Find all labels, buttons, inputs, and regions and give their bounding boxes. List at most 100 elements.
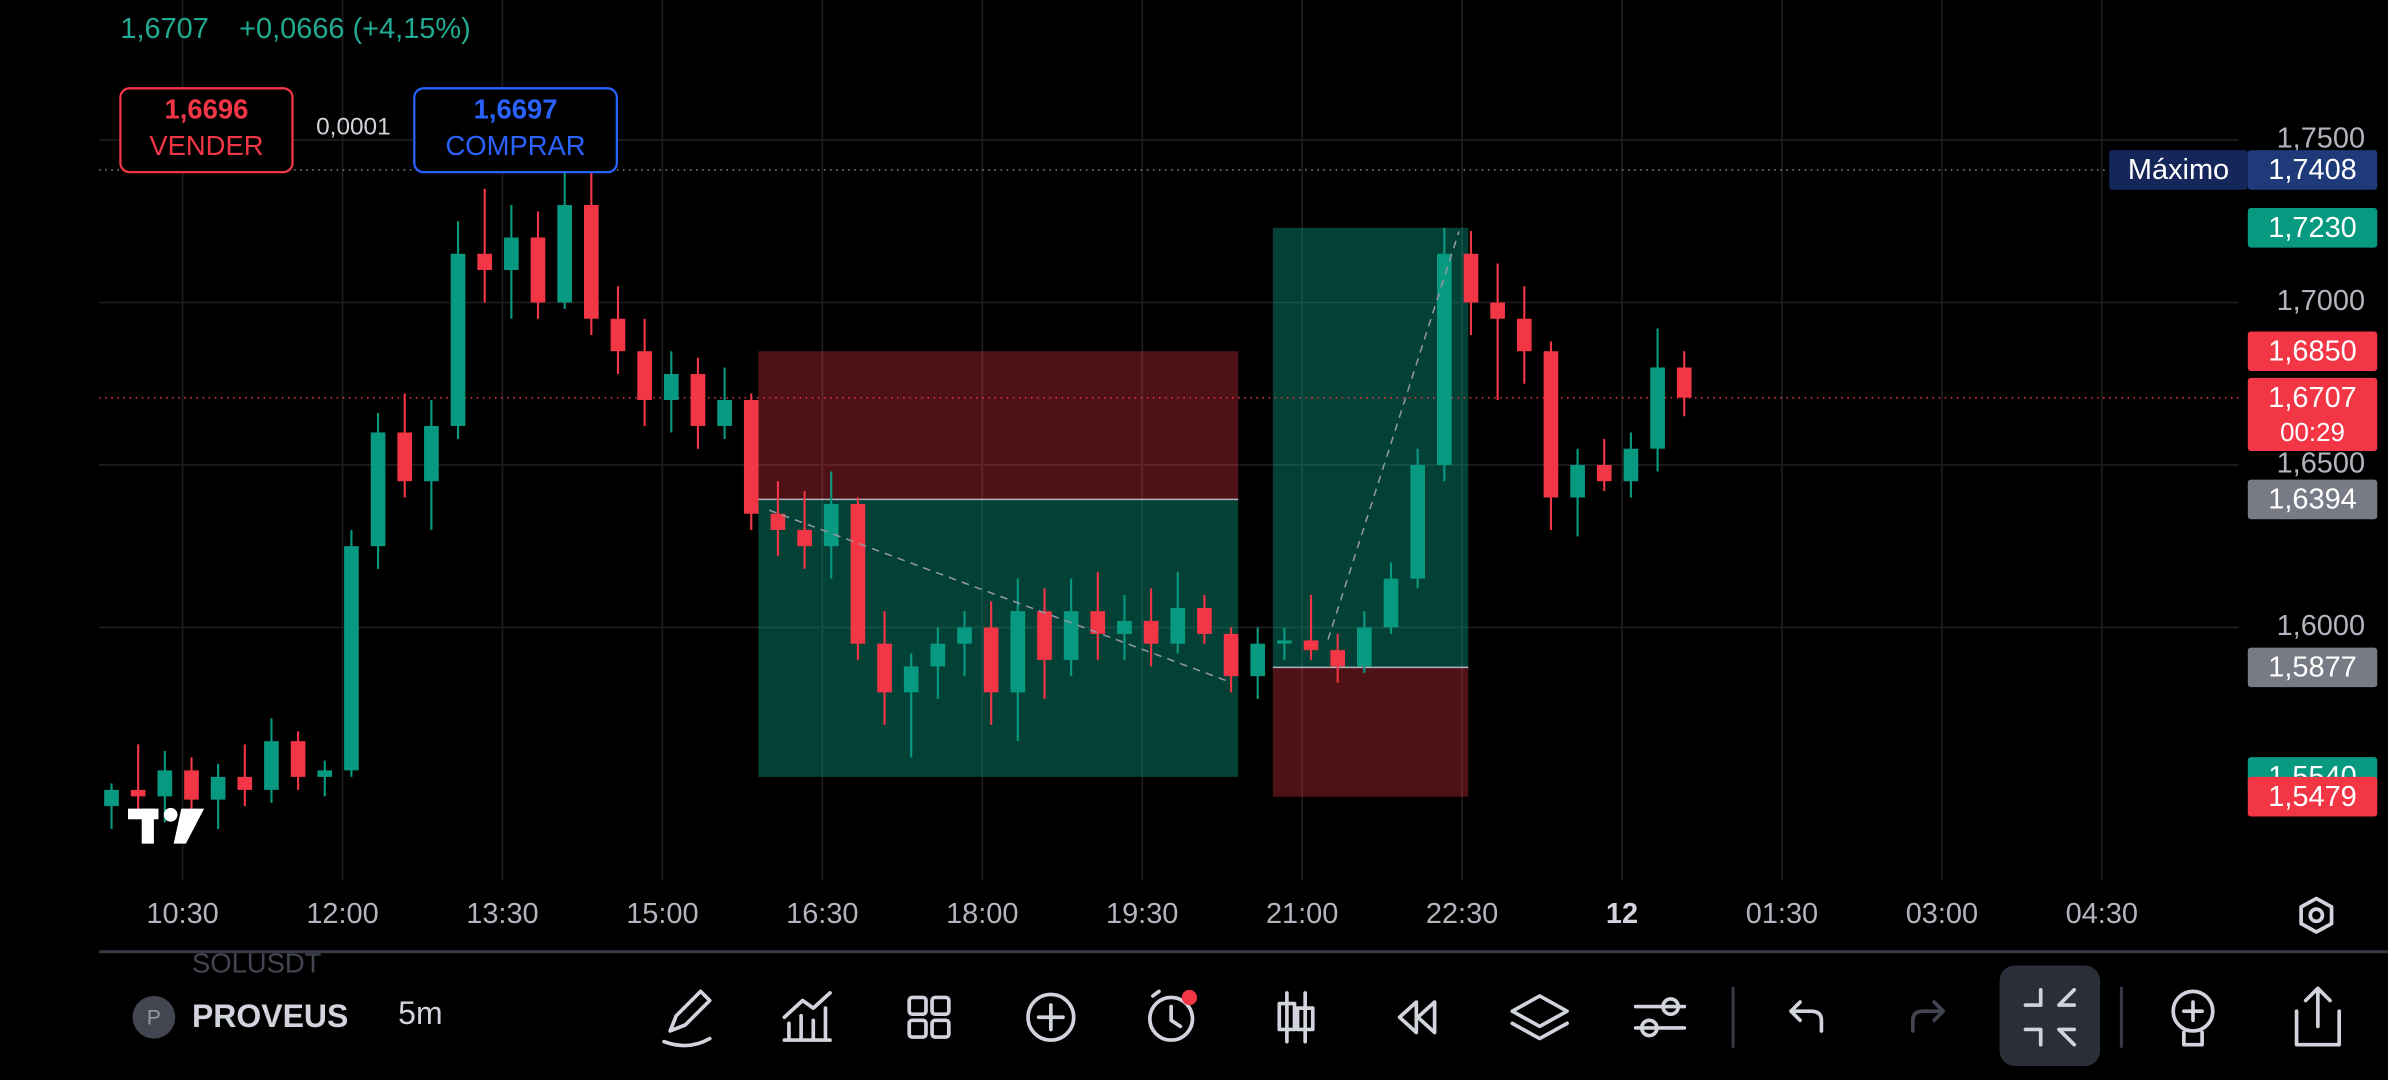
target-zone xyxy=(1272,227,1469,668)
price-change: +0,0666 (+4,15%) xyxy=(239,13,471,45)
price-label-box xyxy=(2247,776,2378,817)
candle-body xyxy=(317,770,333,777)
candle-body xyxy=(1037,611,1052,660)
x-tick-label: 03:00 xyxy=(1906,898,1978,930)
price-label: 1,5877 xyxy=(2268,652,2356,684)
settings-button[interactable] xyxy=(2299,896,2334,934)
price-label-box xyxy=(2247,331,2378,372)
candle-body xyxy=(1490,302,1505,319)
draw-tool[interactable] xyxy=(662,989,712,1048)
tradingview-logo xyxy=(128,807,205,844)
ideas[interactable] xyxy=(2171,989,2215,1047)
y-tick-label: 1,6500 xyxy=(2277,448,2365,480)
candle-body xyxy=(184,770,199,800)
candle-body xyxy=(1650,367,1665,449)
candle-body xyxy=(1090,611,1106,634)
x-tick-label: 21:00 xyxy=(1266,898,1338,930)
candle-body xyxy=(530,237,546,303)
candle-body xyxy=(743,399,759,514)
sell-price[interactable]: 1,6696 xyxy=(165,93,249,124)
candle-body xyxy=(1383,578,1399,628)
share[interactable] xyxy=(2294,986,2342,1047)
sell-label[interactable]: VENDER xyxy=(149,130,263,161)
candle-body xyxy=(850,503,866,644)
x-tick-label: 18:00 xyxy=(946,898,1018,930)
candle-body xyxy=(1410,464,1425,579)
candle-body xyxy=(1676,367,1692,398)
price-label-box xyxy=(2247,377,2378,451)
candle-body xyxy=(290,741,306,777)
undo[interactable] xyxy=(1789,1000,1824,1033)
overlay: 1,6000 1,6500 1,7000 1,7500 10:30 12:00 13:30 1… xyxy=(146,123,2378,930)
countdown: 00:29 xyxy=(2280,419,2345,447)
candle-body xyxy=(1197,607,1212,634)
x-tick-label: 15:00 xyxy=(626,898,698,930)
x-tick-label: 01:30 xyxy=(1746,898,1818,930)
candle-body xyxy=(477,253,493,271)
candle-body xyxy=(930,643,946,667)
candle-body xyxy=(130,789,146,797)
candle-body xyxy=(957,627,972,644)
chart-type[interactable] xyxy=(1277,991,1315,1044)
candle-body xyxy=(1010,611,1026,693)
candle-body xyxy=(104,789,119,807)
x-tick-label: 12:00 xyxy=(306,898,378,930)
symbol-icon-letter[interactable]: P xyxy=(147,1005,161,1029)
candle-body xyxy=(157,770,173,797)
symbol-icon[interactable] xyxy=(132,995,176,1039)
candle-body xyxy=(1596,464,1612,482)
fullscreen-button[interactable] xyxy=(1999,965,2101,1066)
layers[interactable] xyxy=(1510,994,1569,1041)
candle-body xyxy=(344,546,359,771)
redo[interactable] xyxy=(1910,1000,1946,1033)
x-tick-label: 04:30 xyxy=(2066,898,2138,930)
price-label: 1,7230 xyxy=(2268,212,2356,244)
candle-body xyxy=(264,741,279,790)
price-label: 1,6707 xyxy=(2268,382,2356,414)
price-tag-box xyxy=(2109,150,2248,190)
collapse[interactable] xyxy=(2023,988,2077,1047)
buy-price[interactable]: 1,6697 xyxy=(474,93,558,124)
candle-body xyxy=(690,373,706,426)
stop-zone xyxy=(758,351,1239,500)
candle-body xyxy=(424,425,439,482)
candle-body xyxy=(1436,253,1452,465)
price-label-box xyxy=(2247,479,2378,520)
x-tick-label: 12 xyxy=(1606,898,1638,930)
x-tick-label: 22:30 xyxy=(1426,898,1498,930)
settings-sliders[interactable] xyxy=(1633,997,1687,1038)
candle-body xyxy=(1117,620,1132,634)
last-price: 1,6707 xyxy=(120,13,208,45)
buy-button[interactable] xyxy=(413,87,618,174)
candle-body xyxy=(770,513,786,530)
price-label-box xyxy=(2247,207,2378,248)
buy-label[interactable]: COMPRAR xyxy=(446,130,586,161)
add[interactable] xyxy=(1026,992,1076,1042)
candle-body xyxy=(237,776,253,790)
sell-button[interactable] xyxy=(119,87,294,174)
candle-body xyxy=(1170,607,1186,644)
candle-body xyxy=(663,373,679,400)
symbol[interactable]: PROVEUS xyxy=(192,998,348,1034)
alert[interactable] xyxy=(1148,989,1198,1042)
replay[interactable] xyxy=(1397,1000,1437,1035)
x-tick-label: 19:30 xyxy=(1106,898,1178,930)
templates[interactable] xyxy=(907,995,951,1039)
candle-body xyxy=(797,529,812,547)
candle-body xyxy=(903,666,919,693)
price-label: 1,6394 xyxy=(2268,484,2356,516)
candle-body xyxy=(210,776,226,800)
candle-body xyxy=(1277,640,1292,644)
candle-body xyxy=(1543,351,1559,498)
candle-body xyxy=(557,205,572,303)
price-label: 1,7408 xyxy=(2268,154,2356,186)
candle-body xyxy=(1143,620,1159,644)
candle-body xyxy=(1303,640,1319,651)
interval[interactable]: 5m xyxy=(398,995,442,1031)
price-label-box xyxy=(2247,150,2378,190)
price-label-box xyxy=(2247,647,2378,688)
candle-body xyxy=(610,318,626,352)
ghost-symbol: SOLUSDT xyxy=(192,948,322,979)
candle-body xyxy=(877,643,892,693)
indicators[interactable] xyxy=(782,991,832,1042)
